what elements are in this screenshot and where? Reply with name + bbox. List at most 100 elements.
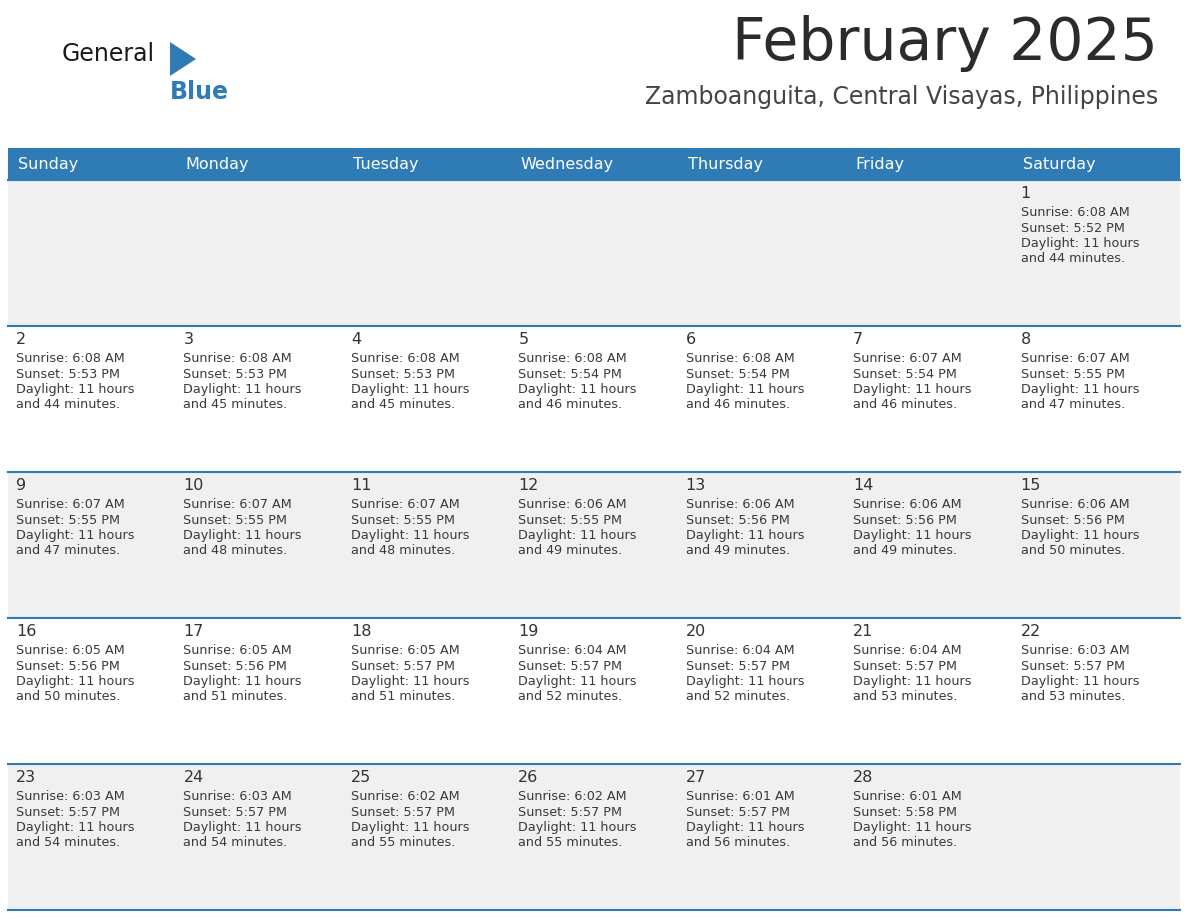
Text: 6: 6 [685,332,696,347]
Text: Sunset: 5:54 PM: Sunset: 5:54 PM [518,367,623,380]
Text: and 50 minutes.: and 50 minutes. [15,690,120,703]
Text: and 48 minutes.: and 48 minutes. [350,544,455,557]
Bar [8,148,176,180]
Text: Daylight: 11 hours: Daylight: 11 hours [1020,237,1139,250]
Text: Sunset: 5:58 PM: Sunset: 5:58 PM [853,805,958,819]
Text: Wednesday: Wednesday [520,156,613,172]
Text: 22: 22 [1020,624,1041,639]
Text: 19: 19 [518,624,538,639]
Text: Daylight: 11 hours: Daylight: 11 hours [1020,383,1139,396]
Text: Zamboanguita, Central Visayas, Philippines: Zamboanguita, Central Visayas, Philippin… [645,85,1158,109]
Text: 21: 21 [853,624,873,639]
Text: Sunrise: 6:02 AM: Sunrise: 6:02 AM [350,790,460,803]
Text: Sunset: 5:57 PM: Sunset: 5:57 PM [518,805,623,819]
Text: Sunrise: 6:06 AM: Sunrise: 6:06 AM [685,498,795,511]
Text: Sunrise: 6:07 AM: Sunrise: 6:07 AM [15,498,125,511]
Text: and 55 minutes.: and 55 minutes. [518,836,623,849]
Text: and 46 minutes.: and 46 minutes. [518,398,623,411]
Text: Daylight: 11 hours: Daylight: 11 hours [685,383,804,396]
Text: Daylight: 11 hours: Daylight: 11 hours [518,383,637,396]
Bar [8,180,1180,326]
Text: Daylight: 11 hours: Daylight: 11 hours [685,675,804,688]
Text: Sunset: 5:56 PM: Sunset: 5:56 PM [1020,513,1125,527]
Text: Sunrise: 6:03 AM: Sunrise: 6:03 AM [183,790,292,803]
Text: Daylight: 11 hours: Daylight: 11 hours [350,821,469,834]
Text: Daylight: 11 hours: Daylight: 11 hours [183,383,302,396]
Text: Saturday: Saturday [1023,156,1095,172]
Text: and 45 minutes.: and 45 minutes. [350,398,455,411]
Text: Sunrise: 6:05 AM: Sunrise: 6:05 AM [15,644,125,657]
Text: 10: 10 [183,478,204,493]
Text: 23: 23 [15,770,36,785]
Text: and 47 minutes.: and 47 minutes. [1020,398,1125,411]
Text: 4: 4 [350,332,361,347]
Bar [8,764,1180,910]
Text: Daylight: 11 hours: Daylight: 11 hours [15,675,134,688]
Text: Sunset: 5:56 PM: Sunset: 5:56 PM [685,513,790,527]
Text: Daylight: 11 hours: Daylight: 11 hours [1020,529,1139,542]
Bar [343,148,511,180]
Text: Daylight: 11 hours: Daylight: 11 hours [350,383,469,396]
Text: Sunset: 5:57 PM: Sunset: 5:57 PM [518,659,623,673]
Text: Sunset: 5:53 PM: Sunset: 5:53 PM [183,367,287,380]
Text: Sunset: 5:57 PM: Sunset: 5:57 PM [350,659,455,673]
Text: Sunrise: 6:08 AM: Sunrise: 6:08 AM [350,352,460,365]
Text: Daylight: 11 hours: Daylight: 11 hours [518,529,637,542]
Text: and 56 minutes.: and 56 minutes. [853,836,958,849]
Text: Daylight: 11 hours: Daylight: 11 hours [183,529,302,542]
Bar [845,148,1012,180]
Text: Daylight: 11 hours: Daylight: 11 hours [15,529,134,542]
Text: and 51 minutes.: and 51 minutes. [350,690,455,703]
Text: Monday: Monday [185,156,249,172]
Text: Sunrise: 6:03 AM: Sunrise: 6:03 AM [15,790,125,803]
Text: Sunrise: 6:05 AM: Sunrise: 6:05 AM [183,644,292,657]
Text: and 54 minutes.: and 54 minutes. [15,836,120,849]
Text: Sunset: 5:57 PM: Sunset: 5:57 PM [15,805,120,819]
Text: Sunset: 5:57 PM: Sunset: 5:57 PM [350,805,455,819]
Text: 13: 13 [685,478,706,493]
Text: 14: 14 [853,478,873,493]
Text: Sunrise: 6:04 AM: Sunrise: 6:04 AM [518,644,627,657]
Text: Sunrise: 6:07 AM: Sunrise: 6:07 AM [1020,352,1130,365]
Text: and 47 minutes.: and 47 minutes. [15,544,120,557]
Text: Sunrise: 6:01 AM: Sunrise: 6:01 AM [853,790,962,803]
Text: and 49 minutes.: and 49 minutes. [518,544,623,557]
Text: February 2025: February 2025 [732,15,1158,72]
Text: Sunset: 5:54 PM: Sunset: 5:54 PM [685,367,790,380]
Text: Daylight: 11 hours: Daylight: 11 hours [15,383,134,396]
Text: 11: 11 [350,478,372,493]
Text: Sunrise: 6:07 AM: Sunrise: 6:07 AM [183,498,292,511]
Text: 28: 28 [853,770,873,785]
Bar [8,326,1180,472]
Text: Sunset: 5:57 PM: Sunset: 5:57 PM [685,805,790,819]
Text: and 52 minutes.: and 52 minutes. [685,690,790,703]
Text: and 53 minutes.: and 53 minutes. [853,690,958,703]
Text: and 51 minutes.: and 51 minutes. [183,690,287,703]
Text: 17: 17 [183,624,204,639]
Text: 25: 25 [350,770,371,785]
Text: and 54 minutes.: and 54 minutes. [183,836,287,849]
Text: Friday: Friday [855,156,904,172]
Text: General: General [62,42,156,66]
Text: and 53 minutes.: and 53 minutes. [1020,690,1125,703]
Text: Sunset: 5:57 PM: Sunset: 5:57 PM [853,659,958,673]
Text: 27: 27 [685,770,706,785]
Text: Sunrise: 6:03 AM: Sunrise: 6:03 AM [1020,644,1130,657]
Bar [8,618,1180,764]
Text: and 49 minutes.: and 49 minutes. [685,544,790,557]
Text: Daylight: 11 hours: Daylight: 11 hours [518,821,637,834]
Text: Daylight: 11 hours: Daylight: 11 hours [15,821,134,834]
Text: Sunrise: 6:08 AM: Sunrise: 6:08 AM [518,352,627,365]
Text: Sunset: 5:57 PM: Sunset: 5:57 PM [183,805,287,819]
Polygon shape [170,42,196,76]
Text: and 46 minutes.: and 46 minutes. [853,398,958,411]
Bar [511,148,677,180]
Text: Daylight: 11 hours: Daylight: 11 hours [1020,675,1139,688]
Text: Blue: Blue [170,80,229,104]
Text: Daylight: 11 hours: Daylight: 11 hours [853,383,972,396]
Text: Daylight: 11 hours: Daylight: 11 hours [183,821,302,834]
Text: Sunset: 5:56 PM: Sunset: 5:56 PM [15,659,120,673]
Text: Sunrise: 6:04 AM: Sunrise: 6:04 AM [685,644,795,657]
Text: Sunrise: 6:07 AM: Sunrise: 6:07 AM [853,352,962,365]
Text: Sunset: 5:56 PM: Sunset: 5:56 PM [853,513,958,527]
